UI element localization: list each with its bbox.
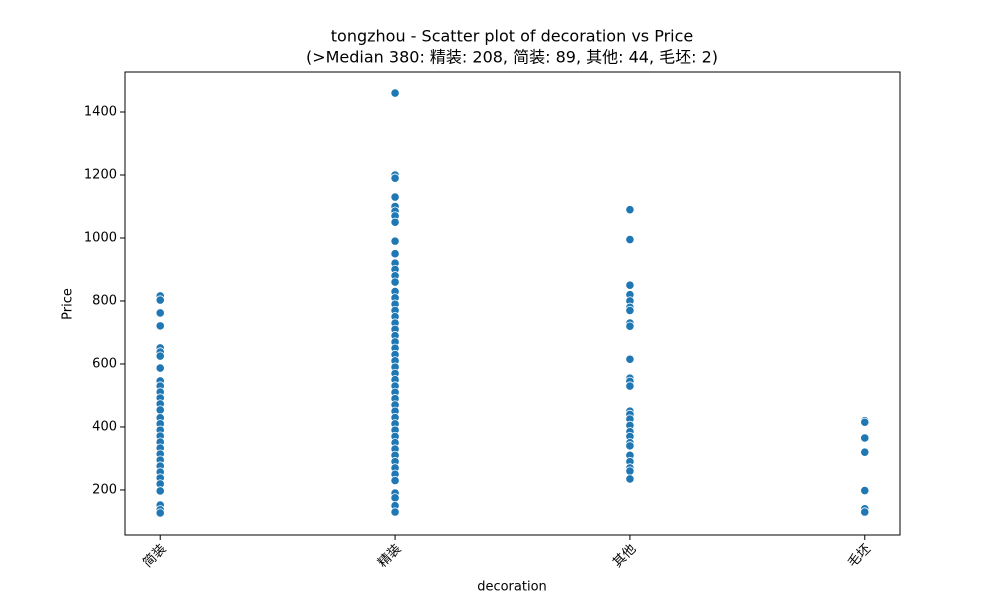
chart-subtitle: (>Median 380: 精装: 208, 简装: 89, 其他: 44, 毛… — [306, 48, 718, 67]
x-tick-label: 简装 — [140, 541, 170, 571]
point — [860, 507, 870, 517]
point — [155, 508, 165, 518]
point — [390, 249, 400, 259]
point — [860, 417, 870, 427]
point — [155, 321, 165, 331]
point — [155, 405, 165, 415]
x-tick-label: 精装 — [375, 542, 404, 571]
point — [625, 234, 635, 245]
point — [390, 88, 400, 98]
y-tick-label: 1400 — [84, 105, 117, 120]
point — [625, 321, 635, 331]
point — [155, 295, 165, 305]
y-tick-label: 1000 — [84, 230, 117, 245]
y-tick-label: 800 — [92, 293, 117, 308]
point — [390, 217, 400, 227]
y-tick-label: 200 — [92, 482, 117, 497]
y-tick-label: 600 — [92, 356, 117, 371]
y-axis-label: Price — [61, 288, 76, 320]
point — [390, 507, 400, 517]
point — [390, 277, 400, 287]
point — [625, 205, 635, 215]
point — [155, 351, 165, 361]
point — [625, 474, 635, 484]
point — [155, 486, 165, 496]
y-tick-label: 400 — [92, 419, 117, 434]
y-tick-label: 1200 — [84, 167, 117, 182]
point — [860, 447, 870, 457]
point — [625, 354, 635, 364]
point — [390, 493, 400, 503]
point — [390, 173, 400, 183]
point — [625, 280, 635, 290]
point — [390, 192, 400, 202]
point — [155, 363, 165, 373]
x-axis-label: decoration — [477, 580, 547, 595]
x-tick-label: 其他 — [610, 542, 639, 571]
point — [625, 381, 635, 391]
chart-title: tongzhou - Scatter plot of decoration vs… — [331, 27, 693, 46]
point — [155, 308, 165, 318]
point — [860, 433, 870, 443]
point — [625, 466, 635, 476]
x-tick-label: 毛坯 — [845, 542, 874, 571]
point — [625, 441, 635, 451]
point — [625, 305, 635, 316]
point — [390, 236, 400, 246]
point — [390, 475, 400, 486]
point — [860, 485, 870, 496]
plot-frame — [124, 71, 901, 536]
